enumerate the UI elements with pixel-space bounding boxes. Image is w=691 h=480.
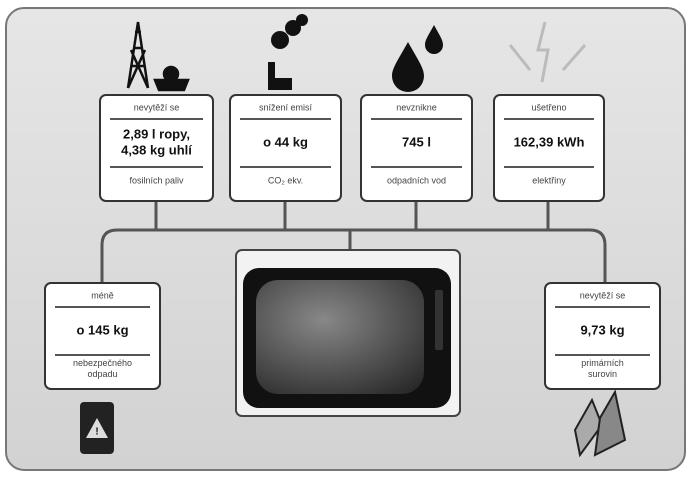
tv	[236, 250, 460, 416]
card: nevytěží se 2,89 l ropy,4,38 kg uhlí fosil…	[100, 95, 213, 201]
card-value: o 44 kg	[263, 134, 308, 149]
card-bottom: surovin	[588, 369, 617, 379]
infographic: ! nevytěží se 2,89 l ropy,4,38 kg uhlí fos…	[0, 0, 691, 475]
card-value: 745 l	[402, 134, 431, 149]
card-top: nevytěží se	[580, 290, 626, 300]
card: nevznikne 745 l odpadních vod	[361, 95, 472, 201]
card-bottom: odpadu	[87, 369, 117, 379]
card-top: nevytěží se	[134, 102, 180, 112]
card-bottom: CO₂ ekv.	[268, 175, 303, 185]
svg-text:!: !	[95, 427, 98, 438]
card-bottom: odpadních vod	[387, 175, 446, 185]
card-bottom: fosilních paliv	[129, 175, 184, 185]
card-value: 4,38 kg uhlí	[121, 142, 192, 157]
card: snížení emisí o 44 kg CO₂ ekv.	[230, 95, 341, 201]
card-top: snížení emisí	[259, 102, 313, 112]
card-bottom: elektřiny	[532, 175, 566, 185]
card-value: 2,89 l ropy,	[123, 126, 190, 141]
card-bottom: primárních	[581, 358, 624, 368]
card-value: 9,73 kg	[580, 322, 624, 337]
card-value: 162,39 kWh	[514, 134, 585, 149]
card-top: méně	[91, 290, 114, 300]
icon-barrel: !	[80, 402, 114, 454]
card-top: ušetřeno	[531, 102, 566, 112]
card: ušetřeno 162,39 kWh elektřiny	[494, 95, 604, 201]
card-top: nevznikne	[396, 102, 437, 112]
card-bottom: nebezpečného	[73, 358, 132, 368]
card-value: o 145 kg	[76, 322, 128, 337]
